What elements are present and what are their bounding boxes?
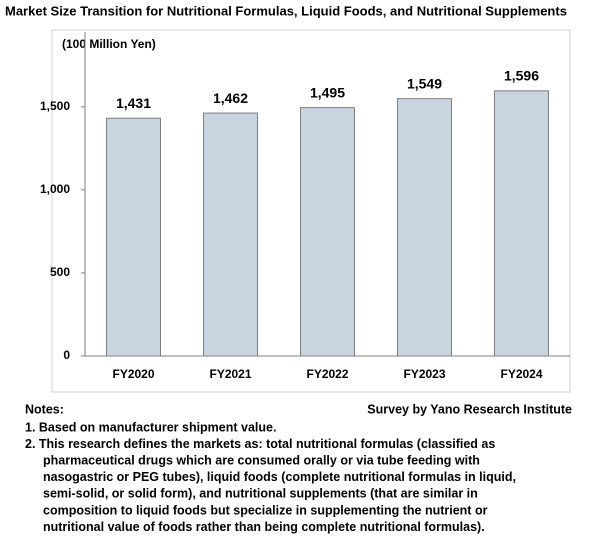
note-line: composition to liquid foods but speciali… xyxy=(43,503,488,517)
bar xyxy=(397,98,452,357)
value-label: 1,431 xyxy=(116,95,151,111)
y-tick-label: 1,500 xyxy=(40,99,70,113)
note-line: semi-solid, or solid form), and nutritio… xyxy=(43,487,478,501)
y-tick-label: 0 xyxy=(63,348,70,362)
note-line: nutritional value of foods rather than b… xyxy=(43,520,485,534)
value-label: 1,596 xyxy=(504,68,539,84)
notes-heading: Notes: xyxy=(25,402,64,416)
source: Survey by Yano Research Institute xyxy=(367,402,572,416)
y-axis-label: (100 Million Yen) xyxy=(62,37,156,51)
x-tick-label: FY2021 xyxy=(209,367,251,381)
note-line: pharmaceutical drugs which are consumed … xyxy=(43,453,480,467)
chart-frame xyxy=(51,29,571,393)
chart-title: Market Size Transition for Nutritional F… xyxy=(5,3,567,18)
bar xyxy=(300,107,355,357)
note-line: 1. Based on manufacturer shipment value. xyxy=(25,420,276,434)
bar xyxy=(494,90,549,357)
note-line: nasogastric or PEG tubes), liquid foods … xyxy=(43,470,516,484)
x-tick-label: FY2020 xyxy=(112,367,154,381)
y-tick-label: 1,000 xyxy=(40,182,70,196)
bar xyxy=(203,112,258,357)
value-label: 1,549 xyxy=(407,75,442,91)
note-line: 2. This research defines the markets as:… xyxy=(25,437,495,451)
value-label: 1,495 xyxy=(310,84,345,100)
bar xyxy=(106,117,161,357)
x-tick-label: FY2023 xyxy=(403,367,445,381)
x-tick-label: FY2024 xyxy=(500,367,542,381)
y-tick-label: 500 xyxy=(50,265,70,279)
x-tick-label: FY2022 xyxy=(306,367,348,381)
value-label: 1,462 xyxy=(213,90,248,106)
